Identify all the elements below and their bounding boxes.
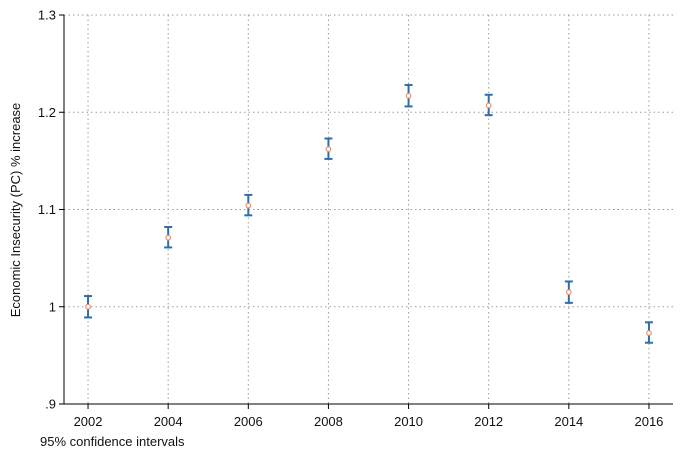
y-tick-label: 1.2 — [38, 105, 56, 120]
point-estimate — [85, 303, 91, 310]
y-tick-label: 1.3 — [38, 8, 56, 23]
ci-mark — [164, 226, 173, 249]
ci-mark — [244, 193, 253, 217]
y-tick-label: 1.1 — [38, 202, 56, 217]
grid-layer — [64, 14, 673, 404]
ci-mark — [564, 280, 573, 304]
axis-layer: .9 1 1.1 1.2 1.3 2002 2004 2006 2008 2010 2012 2014… — [38, 8, 673, 429]
x-tick-label: 2002 — [74, 414, 103, 429]
x-tick-label: 2012 — [474, 414, 503, 429]
x-tick-label: 2014 — [554, 414, 583, 429]
y-tick-label: .9 — [45, 397, 56, 412]
ci-mark — [324, 137, 333, 160]
x-tick-label: 2010 — [394, 414, 423, 429]
y-axis-title: Economic Insecurity (PC) % increase — [8, 103, 23, 318]
x-tick-label: 2008 — [314, 414, 343, 429]
point-estimate — [325, 146, 332, 153]
point-estimate — [405, 92, 412, 99]
x-tick-label: 2016 — [634, 414, 663, 429]
point-estimate — [565, 289, 572, 296]
point-estimate — [245, 202, 252, 209]
y-tick-label: 1 — [49, 299, 56, 314]
ci-mark — [484, 93, 493, 117]
x-tick-label: 2004 — [154, 414, 183, 429]
x-tick-label: 2006 — [234, 414, 263, 429]
ci-mark — [404, 84, 413, 108]
ci-mark — [644, 321, 653, 344]
point-estimate — [646, 330, 652, 336]
point-estimate — [165, 234, 172, 241]
ci-note: 95% confidence intervals — [40, 434, 185, 449]
marks-layer — [84, 84, 653, 344]
ci-mark — [84, 295, 93, 319]
point-estimate — [485, 102, 492, 109]
